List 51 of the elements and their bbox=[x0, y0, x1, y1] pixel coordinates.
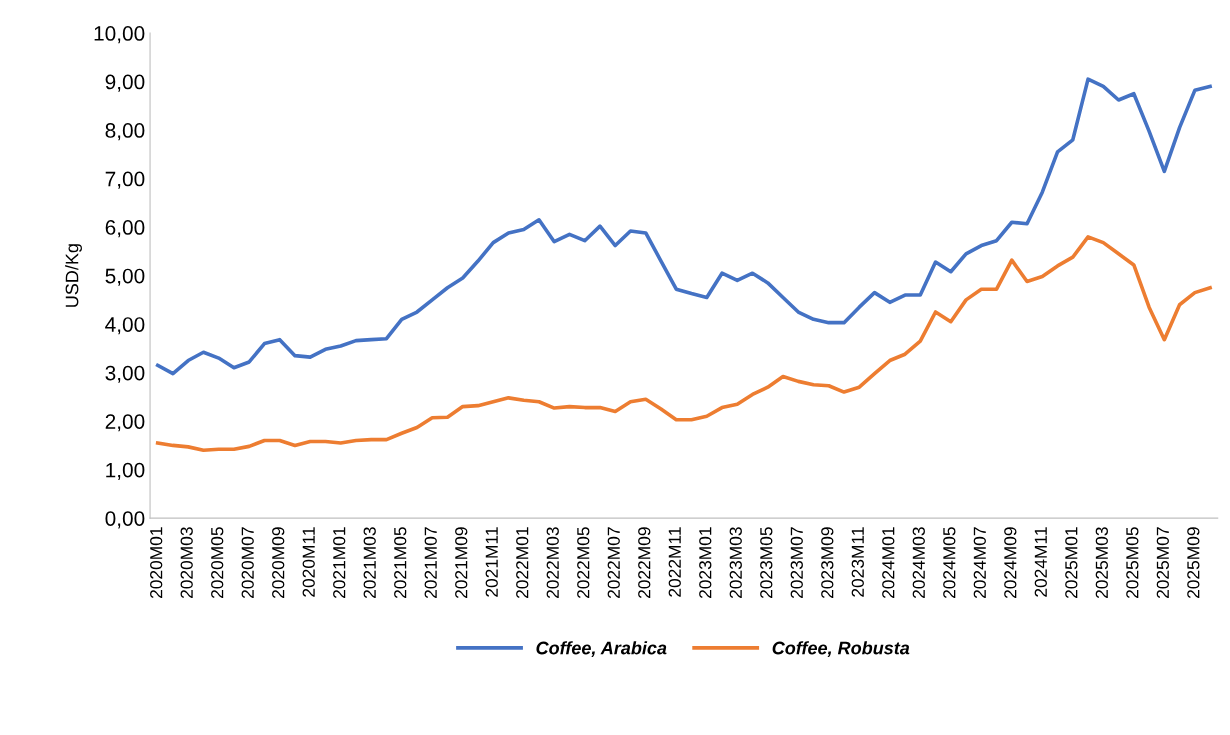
y-tick-label: 7,00 bbox=[105, 171, 145, 189]
x-tick-label: 2025M03 bbox=[1095, 527, 1108, 599]
x-tick-label: 2025M05 bbox=[1126, 527, 1139, 599]
x-tick-label: 2020M03 bbox=[180, 527, 193, 599]
line-series bbox=[155, 235, 1212, 453]
x-tick-label: 2020M11 bbox=[302, 527, 315, 597]
x-tick-label: 2021M05 bbox=[394, 527, 407, 599]
x-tick-label: 2020M01 bbox=[150, 527, 163, 599]
y-tick-label: 3,00 bbox=[105, 365, 145, 383]
x-tick-label: 2022M03 bbox=[546, 527, 559, 599]
x-tick-label: 2025M01 bbox=[1065, 527, 1078, 599]
y-tick-label: 0,00 bbox=[105, 511, 145, 529]
x-tick-label: 2020M07 bbox=[241, 527, 254, 599]
x-tick-label: 2023M01 bbox=[699, 527, 712, 599]
x-tick-label: 2025M07 bbox=[1156, 527, 1169, 599]
legend-label: Coffee, Arabica bbox=[536, 641, 667, 658]
x-tick-label: 2022M01 bbox=[516, 527, 529, 599]
x-tick-label: 2023M05 bbox=[760, 527, 773, 599]
x-tick-label: 2024M09 bbox=[1004, 527, 1017, 599]
x-tick-label: 2024M11 bbox=[1034, 527, 1047, 597]
x-tick-label: 2023M11 bbox=[851, 527, 864, 597]
x-tick-label: 2024M07 bbox=[973, 527, 986, 599]
x-tick-label: 2021M09 bbox=[455, 527, 468, 599]
legend-label: Coffee, Robusta bbox=[772, 641, 910, 658]
y-tick-label: 5,00 bbox=[105, 268, 145, 286]
x-tick-label: 2022M09 bbox=[638, 527, 651, 599]
x-tick-label: 2020M09 bbox=[272, 527, 285, 599]
x-tick-label: 2021M03 bbox=[363, 527, 376, 599]
x-tick-label: 2023M07 bbox=[790, 527, 803, 599]
x-tick-label: 2022M07 bbox=[607, 527, 620, 599]
y-tick-label: 10,00 bbox=[94, 26, 145, 44]
y-tick-label: 9,00 bbox=[105, 74, 145, 92]
x-tick-label: 2021M11 bbox=[485, 527, 498, 597]
y-tick-label: 8,00 bbox=[105, 123, 145, 141]
x-tick-label: 2022M05 bbox=[577, 527, 590, 599]
x-tick-label: 2020M05 bbox=[211, 527, 224, 599]
y-tick-label: 4,00 bbox=[105, 317, 145, 335]
x-tick-label: 2021M01 bbox=[333, 527, 346, 599]
line-series bbox=[155, 77, 1212, 376]
x-tick-label: 2024M03 bbox=[912, 527, 925, 599]
y-tick-label: 1,00 bbox=[106, 462, 145, 480]
x-tick-label: 2024M05 bbox=[943, 527, 956, 599]
y-tick-label: 2,00 bbox=[105, 414, 145, 432]
x-tick-label: 2023M09 bbox=[821, 527, 834, 599]
x-tick-label: 2022M11 bbox=[668, 527, 681, 597]
x-tick-label: 2023M03 bbox=[729, 527, 742, 599]
x-tick-label: 2024M01 bbox=[882, 527, 895, 599]
y-axis-title: USD/Kg bbox=[65, 244, 82, 307]
y-tick-label: 6,00 bbox=[105, 220, 145, 238]
x-tick-label: 2025M09 bbox=[1187, 527, 1200, 599]
x-tick-label: 2021M07 bbox=[424, 527, 437, 599]
